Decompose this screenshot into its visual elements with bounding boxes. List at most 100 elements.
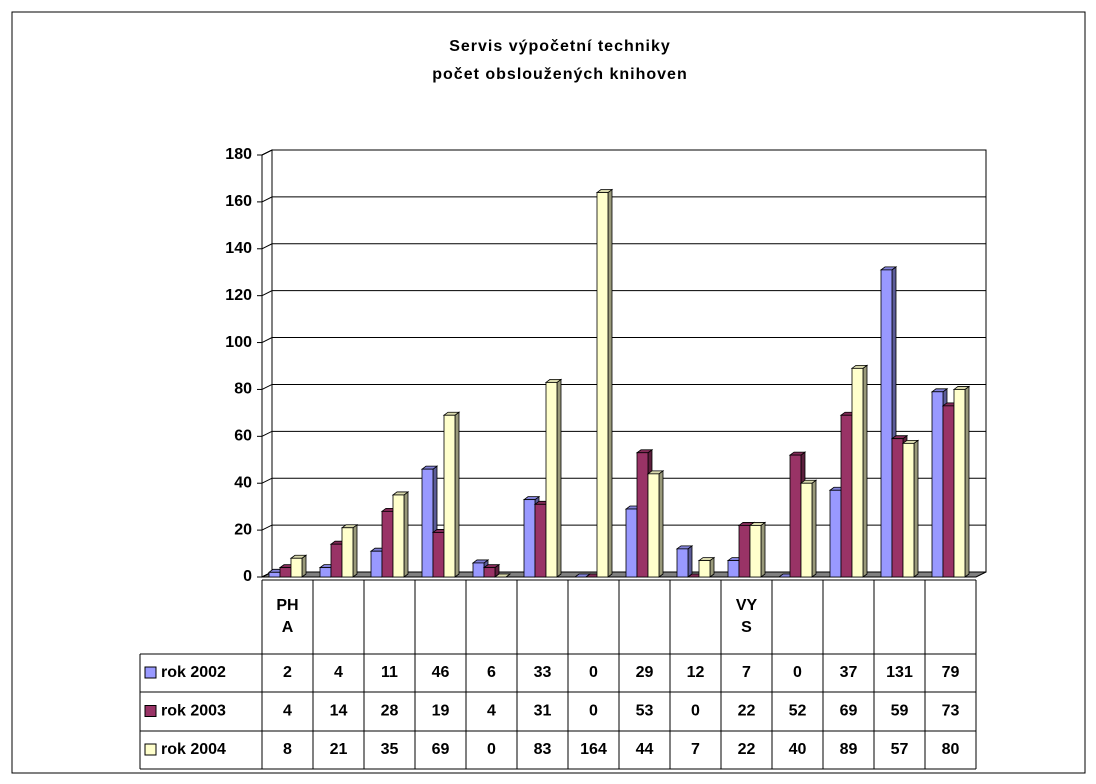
bar [442, 411, 461, 578]
table-value: 46 [432, 664, 450, 681]
table-value: 7 [742, 664, 751, 681]
table-value: 35 [381, 741, 399, 758]
bar-front [676, 548, 689, 578]
bar-front [381, 510, 394, 578]
bar-side [811, 479, 817, 578]
bar [493, 573, 512, 578]
table-value: 22 [738, 703, 756, 720]
bar [675, 545, 694, 578]
table-value: 37 [840, 664, 858, 681]
table-value: 28 [381, 703, 399, 720]
legend-label: rok 2003 [161, 703, 226, 720]
bar-top [493, 573, 512, 578]
grid-line [261, 337, 986, 344]
bar-front [953, 389, 966, 578]
y-tick-label: 180 [225, 146, 252, 163]
bar-front [596, 192, 609, 578]
y-tick-label: 60 [234, 428, 252, 445]
bar-front [851, 367, 864, 578]
bar [595, 188, 614, 578]
table-value: 4 [283, 703, 292, 720]
table-value: 29 [636, 664, 654, 681]
table-value: 21 [330, 741, 348, 758]
bar-front [789, 454, 802, 578]
bar-side [301, 554, 307, 578]
table-value: 52 [789, 703, 807, 720]
table-value: 4 [334, 664, 343, 681]
table-value: 0 [589, 703, 598, 720]
table-value: 0 [691, 703, 700, 720]
bar-front [330, 543, 343, 578]
bar-front [392, 494, 405, 578]
bar-front [432, 532, 445, 578]
table-value: 31 [534, 703, 552, 720]
bar-front [545, 382, 558, 578]
bar-front [891, 438, 904, 578]
table-value: 0 [793, 664, 802, 681]
bar-front [840, 414, 853, 578]
x-tick-label: VY S [736, 597, 758, 636]
bar-front [421, 468, 434, 578]
grid-line [261, 243, 986, 250]
bar-side [760, 521, 766, 578]
bar [340, 523, 359, 578]
bar-front [370, 550, 383, 578]
grid-line [261, 196, 986, 203]
legend-label: rok 2002 [161, 664, 226, 681]
table-value: 69 [432, 741, 450, 758]
grid-line [261, 149, 986, 156]
table-value: 80 [942, 741, 960, 758]
y-tick-label: 80 [234, 381, 252, 398]
bar-side [352, 523, 358, 578]
bar-front [749, 525, 762, 578]
bar-front [698, 560, 711, 578]
bar-side [454, 411, 460, 578]
table-value: 4 [487, 703, 496, 720]
grid-line [261, 383, 986, 390]
y-tick-label: 140 [225, 240, 252, 257]
bar-front [829, 489, 842, 578]
y-tick-label: 100 [225, 334, 252, 351]
bar [850, 364, 869, 578]
legend-swatch [144, 743, 157, 756]
bar [697, 556, 716, 578]
legend-swatch [144, 666, 157, 679]
table-value: 0 [589, 664, 598, 681]
bar-front [341, 527, 354, 578]
table-value: 59 [891, 703, 909, 720]
table-value: 57 [891, 741, 909, 758]
table-value: 22 [738, 741, 756, 758]
grid-line [261, 477, 986, 484]
chart-title: Servis výpočetní techniky [449, 38, 671, 55]
legend-label: rok 2004 [161, 741, 226, 758]
legend-swatch [144, 705, 157, 717]
y-tick-label: 40 [234, 474, 252, 491]
table-value: 53 [636, 703, 654, 720]
bar-front [931, 391, 944, 578]
table-value: 69 [840, 703, 858, 720]
bar-front [534, 503, 547, 578]
bar-front [443, 414, 456, 578]
table-value: 11 [381, 664, 398, 681]
bar-side [658, 470, 664, 578]
x-tick-label: PH A [276, 597, 298, 636]
table-value: 40 [789, 741, 807, 758]
table-value: 14 [330, 703, 348, 720]
table-value: 19 [432, 703, 450, 720]
grid-line [261, 430, 986, 437]
bar-side [403, 491, 409, 578]
bar [952, 385, 971, 578]
table-value: 6 [487, 664, 496, 681]
bar [482, 563, 501, 578]
bar [901, 439, 920, 578]
side-wall [261, 149, 273, 578]
bar-front [290, 557, 303, 578]
table-value: 89 [840, 741, 858, 758]
bar-front [279, 567, 292, 578]
table-value: 12 [687, 664, 705, 681]
bar-side [862, 364, 868, 578]
table-value: 44 [636, 741, 654, 758]
bar [799, 479, 818, 578]
table-value: 8 [283, 741, 292, 758]
